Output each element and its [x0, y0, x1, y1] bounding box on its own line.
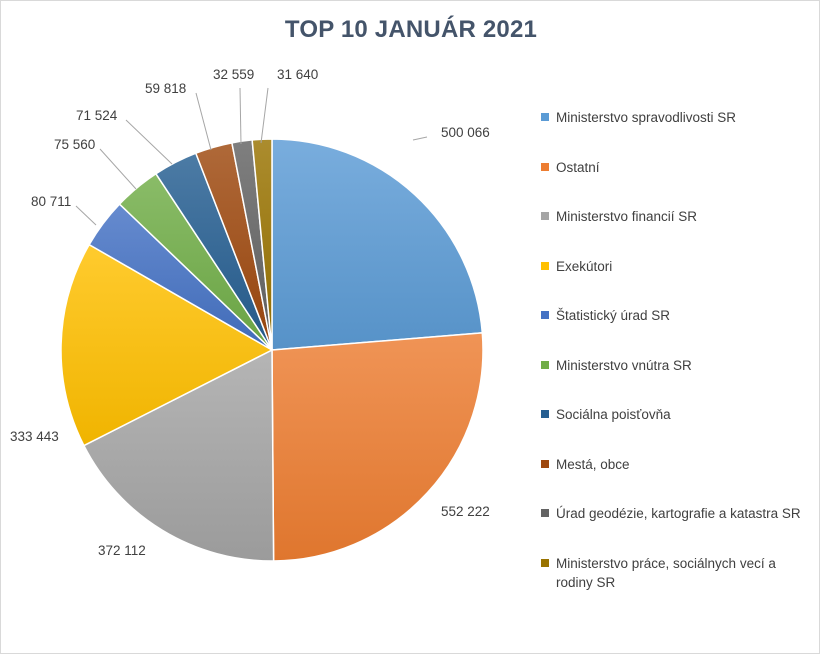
chart-title: TOP 10 JANUÁR 2021	[284, 16, 538, 43]
legend-swatch	[541, 509, 549, 517]
legend-label: Štatistický úrad SR	[556, 308, 671, 323]
legend-item-ministerstvo-prace-socialnych-veci-a-rodiny-sr: Ministerstvo práce, sociálnych vecí a ro…	[541, 554, 811, 604]
legend-label: Sociálna poisťovňa	[556, 407, 671, 422]
legend-item-mesta-obce: Mestá, obce	[541, 455, 811, 505]
leader-line-statisticky-urad-sr	[75, 205, 97, 226]
legend-swatch	[541, 459, 549, 468]
pie-slice-ministerstvo-prace-socialnych-veci-a-rodiny-sr	[251, 138, 273, 351]
data-label-urad-geodezie-kartografie-a-katastra-sr: 32 559	[213, 67, 254, 82]
legend-item-exekutori: Exekútori	[541, 257, 811, 307]
legend-swatch	[541, 113, 549, 121]
legend-label: Ministerstvo práce, sociálnych vecí a ro…	[556, 555, 776, 590]
legend-item-statisticky-urad-sr: Štatistický úrad SR	[541, 306, 811, 356]
data-label-ministerstvo-spravodlivosti-sr: 500 066	[441, 125, 490, 140]
legend-item-ministerstvo-financii-sr: Ministerstvo financií SR	[541, 207, 811, 257]
legend-swatch	[541, 360, 549, 369]
data-label-mesta-obce: 59 818	[145, 81, 186, 96]
chart-legend: Ministerstvo spravodlivosti SR Ostatní Min…	[541, 108, 811, 603]
legend-label: Mestá, obce	[556, 456, 630, 472]
legend-item-ministerstvo-vnutra-sr: Ministerstvo vnútra SR	[541, 356, 811, 406]
legend-label: Ostatní	[556, 159, 600, 175]
legend-label: Ministerstvo spravodlivosti SR	[556, 110, 737, 125]
legend-item-socialna-poistovna: Sociálna poisťovňa	[541, 405, 811, 455]
data-label-exekutori: 333 443	[10, 429, 59, 444]
legend-swatch	[541, 261, 549, 270]
data-label-statisticky-urad-sr: 80 711	[31, 194, 71, 209]
pie-slice-ministerstvo-spravodlivosti-sr	[271, 138, 484, 351]
leader-line-socialna-poistovna	[125, 119, 173, 165]
pie-slice-ostatni	[271, 332, 484, 562]
legend-label: Ministerstvo financií SR	[556, 209, 698, 224]
legend-label: Exekútori	[556, 258, 613, 274]
legend-swatch	[541, 311, 549, 319]
legend-swatch	[541, 212, 549, 220]
legend-swatch	[541, 410, 549, 418]
legend-item-urad-geodezie-kartografie-a-katastra-sr: Úrad geodézie, kartografie a katastra SR	[541, 504, 811, 554]
leader-line-ministerstvo-spravodlivosti-sr	[412, 136, 428, 141]
leader-line-urad-geodezie-kartografie-a-katastra-sr	[239, 87, 242, 145]
leader-line-ministerstvo-prace-socialnych-veci-a-rodiny-sr	[260, 87, 269, 144]
pie-slice-exekutori	[60, 243, 274, 447]
legend-item-ministerstvo-spravodlivosti-sr: Ministerstvo spravodlivosti SR	[541, 108, 811, 158]
legend-swatch	[541, 558, 549, 567]
legend-label: Ministerstvo vnútra SR	[556, 357, 692, 373]
data-label-ostatni: 552 222	[441, 504, 490, 519]
pie-slice-ministerstvo-financii-sr	[82, 348, 275, 562]
data-label-ministerstvo-financii-sr: 372 112	[98, 543, 146, 558]
data-label-socialna-poistovna: 71 524	[76, 108, 118, 123]
data-label-ministerstvo-prace-socialnych-veci-a-rodiny-sr: 31 640	[277, 67, 318, 82]
leader-line-mesta-obce	[195, 92, 212, 151]
legend-label: Úrad geodézie, kartografie a katastra SR	[556, 506, 801, 521]
legend-swatch	[541, 162, 549, 171]
data-label-ministerstvo-vnutra-sr: 75 560	[54, 137, 95, 152]
leader-line-ministerstvo-vnutra-sr	[99, 148, 137, 190]
legend-item-ostatni: Ostatní	[541, 158, 811, 208]
